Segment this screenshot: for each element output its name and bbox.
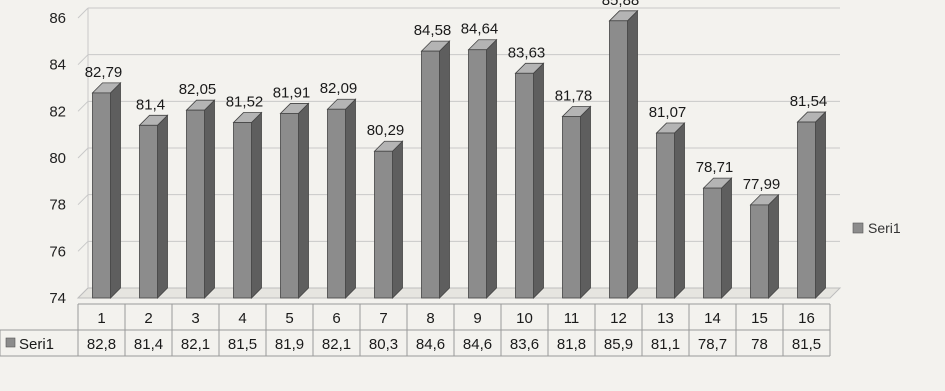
table-value: 81,5	[228, 336, 257, 353]
x-category-label: 9	[473, 310, 481, 327]
data-label: 82,05	[179, 81, 217, 98]
x-category-label: 14	[704, 310, 721, 327]
bar	[468, 49, 487, 299]
x-category-label: 1	[97, 310, 105, 327]
table-value: 81,9	[275, 336, 304, 353]
gridline-depth	[77, 147, 89, 159]
table-value: 81,1	[651, 336, 680, 353]
x-category-label: 11	[564, 310, 580, 327]
x-category-label: 15	[751, 310, 768, 327]
gridline-depth	[77, 194, 89, 206]
bar	[703, 187, 722, 299]
bar-side	[674, 122, 685, 299]
data-label: 81,91	[273, 84, 311, 101]
y-tick-label: 82	[49, 103, 66, 120]
bar	[750, 204, 769, 299]
bar-side	[251, 111, 262, 299]
x-category-label: 12	[610, 310, 627, 327]
bar-side	[533, 62, 544, 299]
table-value: 81,8	[557, 336, 586, 353]
table-value: 78,7	[698, 336, 727, 353]
x-category-label: 2	[144, 310, 152, 327]
y-tick-label: 80	[49, 150, 66, 167]
x-category-label: 6	[332, 310, 340, 327]
data-label: 81,78	[555, 87, 593, 104]
table-value: 81,4	[134, 336, 163, 353]
bar	[186, 109, 205, 299]
bar-side	[110, 81, 121, 299]
y-tick-label: 86	[49, 10, 66, 27]
data-label: 84,58	[414, 22, 452, 39]
bar	[139, 124, 158, 299]
bar	[515, 72, 534, 299]
bar	[656, 132, 675, 299]
table-row-label: Seri1	[19, 336, 54, 353]
gridline-depth	[77, 240, 89, 252]
data-label: 82,09	[320, 80, 358, 97]
y-tick-label: 84	[49, 57, 66, 74]
gridline-depth	[77, 7, 89, 19]
bar-side	[392, 140, 403, 299]
bar	[609, 20, 628, 299]
x-category-label: 13	[657, 310, 674, 327]
table-value: 82,1	[181, 336, 210, 353]
table-value: 81,5	[792, 336, 821, 353]
data-label: 78,71	[696, 159, 734, 176]
y-tick-label: 74	[49, 290, 66, 307]
x-category-label: 7	[379, 310, 387, 327]
data-label: 81,4	[136, 96, 165, 113]
x-category-label: 3	[191, 310, 199, 327]
data-label: 81,07	[649, 104, 687, 121]
bar-side	[439, 40, 450, 299]
y-tick-label: 76	[49, 243, 66, 260]
data-label: 82,79	[85, 64, 123, 81]
bar	[92, 92, 111, 299]
bar	[797, 121, 816, 299]
data-label: 85,88	[602, 0, 640, 9]
x-category-label: 4	[238, 310, 246, 327]
table-value: 80,3	[369, 336, 398, 353]
bar-side	[345, 98, 356, 299]
x-category-label: 16	[798, 310, 815, 327]
data-label: 81,54	[790, 93, 828, 110]
table-value: 84,6	[416, 336, 445, 353]
bar-side	[298, 102, 309, 299]
bar	[374, 150, 393, 299]
bar	[562, 116, 581, 299]
legend-key	[852, 222, 864, 234]
x-category-label: 8	[426, 310, 434, 327]
table-legend-key	[5, 337, 16, 348]
table-value: 82,8	[87, 336, 116, 353]
x-category-label: 5	[285, 310, 293, 327]
table-value: 83,6	[510, 336, 539, 353]
data-label: 77,99	[743, 176, 781, 193]
data-label: 81,52	[226, 94, 264, 111]
bar	[421, 50, 440, 299]
bar-side	[580, 105, 591, 299]
bar-side	[204, 99, 215, 299]
data-label: 83,63	[508, 44, 546, 61]
data-label: 84,64	[461, 21, 499, 38]
bar-side	[721, 177, 732, 299]
bar-side	[627, 9, 638, 299]
table-value: 82,1	[322, 336, 351, 353]
table-value: 84,6	[463, 336, 492, 353]
gridline-depth	[77, 100, 89, 112]
bar-side	[768, 193, 779, 299]
legend-label: Seri1	[868, 220, 901, 236]
y-tick-label: 78	[49, 197, 66, 214]
bar-side	[815, 111, 826, 299]
bar-side	[157, 114, 168, 299]
bar	[280, 113, 299, 299]
bar-side	[486, 38, 497, 299]
bar	[233, 122, 252, 299]
bar	[327, 108, 346, 299]
x-category-label: 10	[516, 310, 533, 327]
table-value: 78	[751, 336, 768, 353]
data-label: 80,29	[367, 122, 405, 139]
gridline-depth	[77, 54, 89, 66]
table-value: 85,9	[604, 336, 633, 353]
